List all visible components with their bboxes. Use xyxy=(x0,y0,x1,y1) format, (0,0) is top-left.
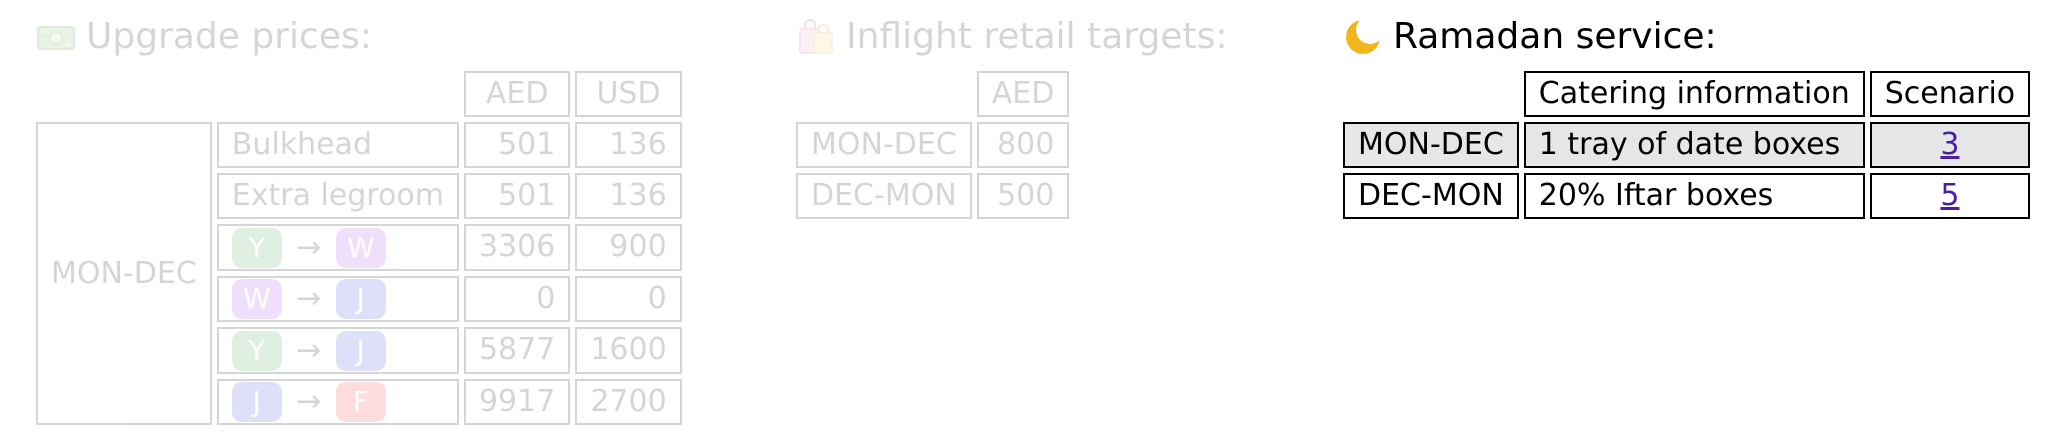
table-row: MON-DEC Bulkhead 501 136 xyxy=(36,122,682,425)
money-bill-icon xyxy=(37,26,75,50)
price-aed: 3306 xyxy=(463,224,571,271)
class-badge-to: W xyxy=(335,227,386,268)
upgrade-prices-table: AED USD MON-DEC Bulkhead 501 136 Extra l… xyxy=(31,66,687,430)
row-group-route: MON-DEC xyxy=(36,122,212,425)
shopping-bags-icon xyxy=(799,19,833,54)
crescent-moon-icon xyxy=(1346,20,1380,54)
table-row: J → F 9917 2700 xyxy=(36,378,682,425)
ramadan-service-section: Ramadan service: Catering information Sc… xyxy=(1343,14,2035,224)
seat-option-label: Extra legroom xyxy=(216,173,459,219)
seat-option-label: Bulkhead xyxy=(216,122,459,168)
price-usd: 2700 xyxy=(575,378,682,425)
price-aed: 9917 xyxy=(463,378,571,425)
table-row: MON-DEC 800 xyxy=(796,122,1070,168)
column-header-catering: Catering information xyxy=(1523,71,1865,117)
scenario-cell: 3 xyxy=(1869,122,2031,168)
class-upgrade-route: W → J xyxy=(216,275,459,322)
inflight-retail-section: Inflight retail targets: AED MON-DEC 800… xyxy=(796,14,1227,224)
route-label: DEC-MON xyxy=(796,173,972,219)
arrow-right-icon: → xyxy=(296,281,322,316)
column-header-scenario: Scenario xyxy=(1869,71,2031,117)
table-row: Y → W 3306 900 xyxy=(36,224,682,271)
arrow-right-icon: → xyxy=(296,229,322,265)
scenario-cell: 5 xyxy=(1869,173,2031,219)
route-label: DEC-MON xyxy=(1343,173,1519,219)
table-header-row: Catering information Scenario xyxy=(1343,71,2031,117)
upgrade-prices-heading: Upgrade prices: xyxy=(36,14,687,60)
price-aed: 0 xyxy=(463,275,571,322)
price-usd: 1600 xyxy=(575,327,682,374)
class-badge-from: W xyxy=(231,279,282,319)
arrow-right-icon: → xyxy=(296,384,322,419)
class-badge-to: J xyxy=(335,330,386,371)
route-label: MON-DEC xyxy=(1343,122,1519,168)
price-aed: 5877 xyxy=(463,327,571,374)
table-row: MON-DEC 1 tray of date boxes 3 xyxy=(1343,122,2031,168)
ramadan-service-title: Ramadan service: xyxy=(1393,16,1717,57)
class-upgrade-route: J → F xyxy=(216,378,459,425)
ramadan-service-table: Catering information Scenario MON-DEC 1 … xyxy=(1338,66,2035,224)
inflight-retail-table: AED MON-DEC 800 DEC-MON 500 xyxy=(791,66,1074,224)
class-badge-to: F xyxy=(335,382,386,422)
column-header-aed: AED xyxy=(463,71,571,117)
scenario-link[interactable]: 5 xyxy=(1940,178,1960,213)
table-header-row: AED xyxy=(796,71,1070,117)
table-row: DEC-MON 500 xyxy=(796,173,1070,219)
upgrade-prices-section: Upgrade prices: AED USD MON-DEC Bulkhead… xyxy=(36,14,687,430)
price-aed: 501 xyxy=(463,122,571,168)
price-usd: 136 xyxy=(575,122,682,168)
class-upgrade-route: Y → W xyxy=(216,224,459,271)
class-badge-from: Y xyxy=(231,227,282,268)
column-header-usd: USD xyxy=(575,71,682,117)
price-usd: 136 xyxy=(575,173,682,219)
target-aed: 800 xyxy=(976,122,1070,168)
table-row: Y → J 5877 1600 xyxy=(36,327,682,374)
price-usd: 0 xyxy=(575,275,682,322)
target-aed: 500 xyxy=(976,173,1070,219)
ramadan-service-heading: Ramadan service: xyxy=(1343,14,2035,60)
class-badge-to: J xyxy=(335,279,386,319)
arrow-right-icon: → xyxy=(296,332,322,368)
catering-info: 1 tray of date boxes xyxy=(1523,122,1865,168)
class-badge-from: Y xyxy=(231,330,282,371)
price-aed: 501 xyxy=(463,173,571,219)
table-row: DEC-MON 20% Iftar boxes 5 xyxy=(1343,173,2031,219)
table-row: W → J 0 0 xyxy=(36,275,682,322)
scenario-link[interactable]: 3 xyxy=(1940,127,1960,162)
class-badge-from: J xyxy=(231,382,282,422)
route-label: MON-DEC xyxy=(796,122,972,168)
class-upgrade-route: Y → J xyxy=(216,327,459,374)
table-row: Extra legroom 501 136 xyxy=(36,173,682,219)
upgrade-prices-title: Upgrade prices: xyxy=(86,16,372,57)
catering-info: 20% Iftar boxes xyxy=(1523,173,1865,219)
inflight-retail-title: Inflight retail targets: xyxy=(846,16,1228,57)
table-header-row: AED USD xyxy=(36,71,682,117)
column-header-aed: AED xyxy=(976,71,1070,117)
price-usd: 900 xyxy=(575,224,682,271)
inflight-retail-heading: Inflight retail targets: xyxy=(796,14,1227,60)
